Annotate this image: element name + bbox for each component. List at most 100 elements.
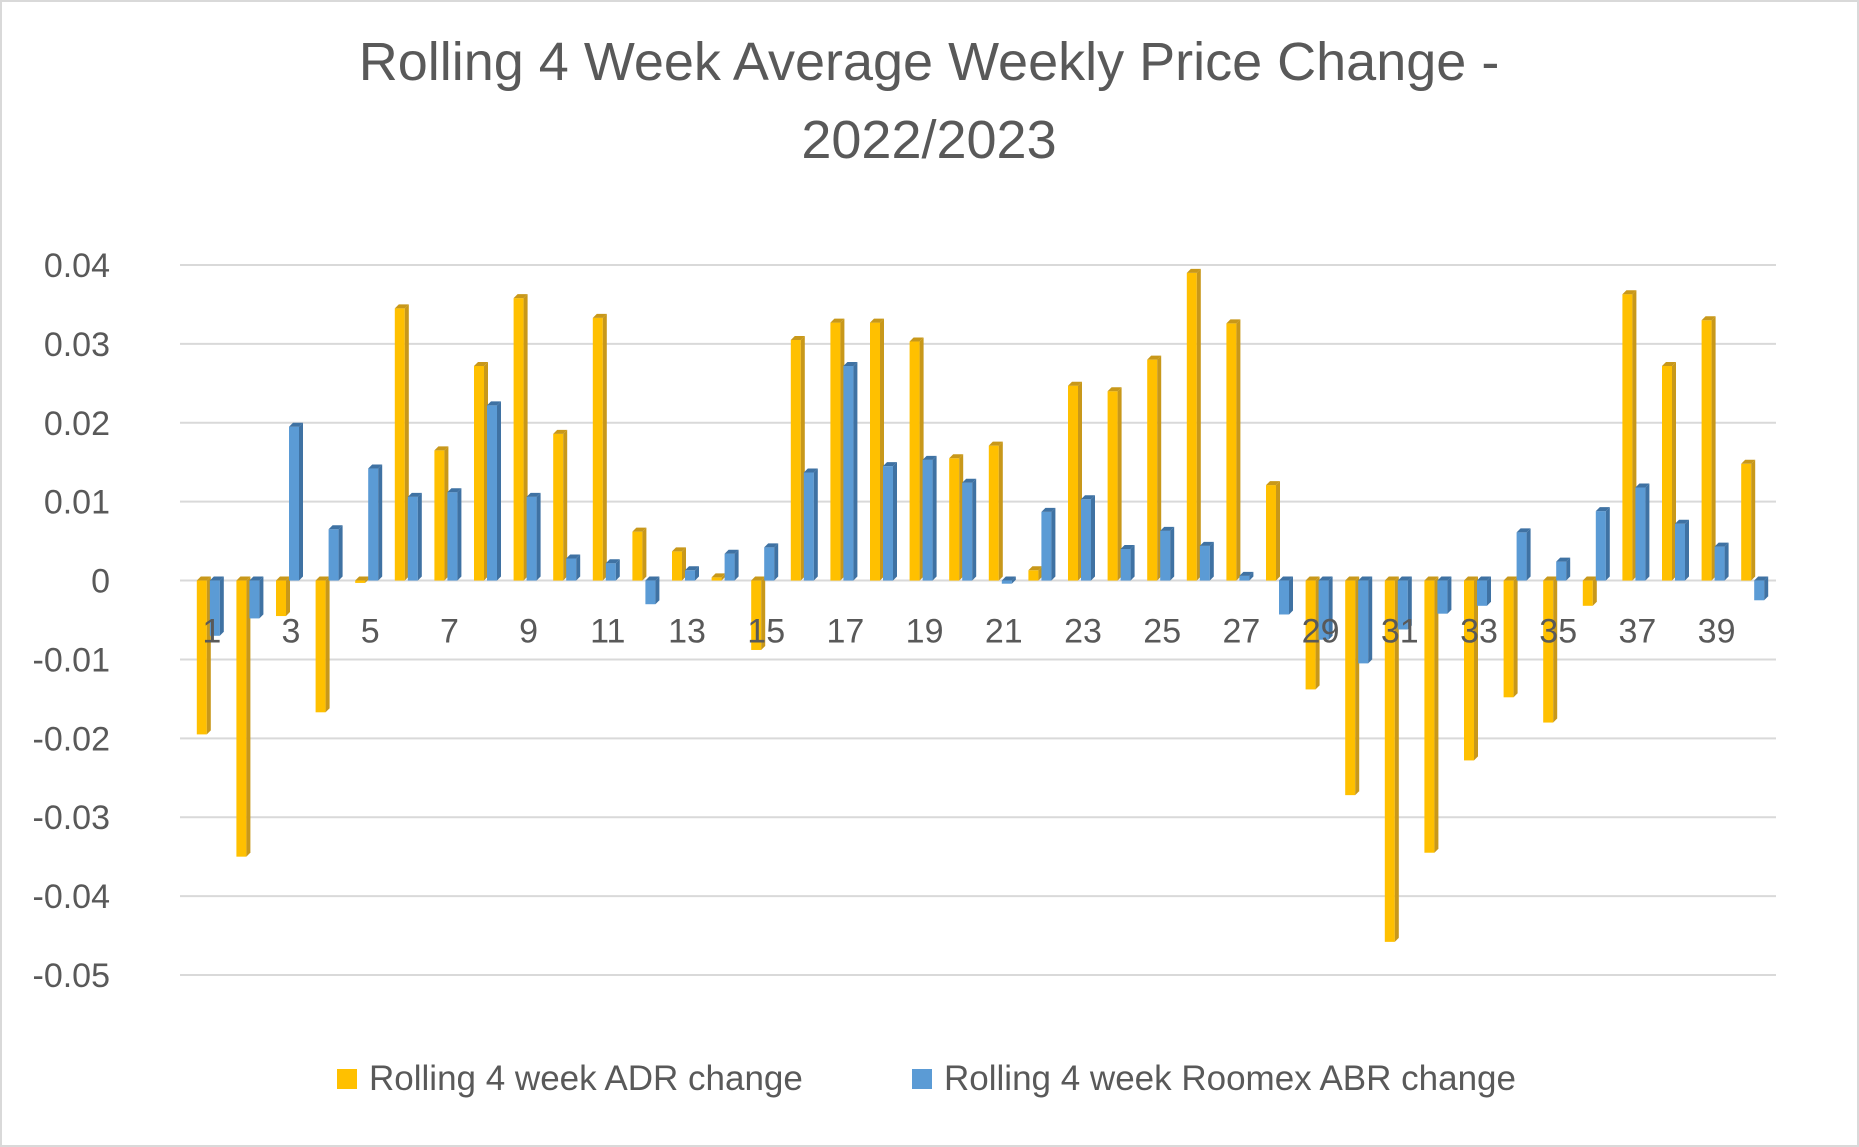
x-axis-tick-labels: 1 3 5 7 9 11 13 15 17 19 21 23 25 27 29 31 33 35 37 39 <box>202 613 1735 651</box>
bar-roomex-abr <box>368 464 383 581</box>
bar-roomex-abr <box>1318 576 1333 640</box>
bar-front <box>289 426 299 581</box>
bar-adr <box>1107 387 1122 581</box>
bar-top <box>1384 576 1399 581</box>
bar-side <box>1236 319 1241 581</box>
y-tick-label: -0.02 <box>33 720 111 758</box>
y-tick-label: -0.01 <box>33 641 111 679</box>
bar-side <box>1447 576 1452 614</box>
bar-top <box>1226 319 1241 324</box>
bar-top <box>988 441 1003 446</box>
bar-top <box>1714 542 1729 547</box>
bar-adr <box>236 576 251 857</box>
bar-front <box>1239 575 1250 581</box>
bar-front <box>1068 385 1078 581</box>
bar-roomex-abr <box>685 566 699 581</box>
x-tick-label: 29 <box>1302 613 1340 651</box>
bar-front <box>988 445 999 581</box>
x-tick-label: 1 <box>202 613 221 651</box>
bar-top <box>605 559 620 564</box>
bar-top <box>526 492 541 497</box>
bar-adr <box>1028 566 1043 581</box>
y-tick-label: 0.02 <box>44 405 110 443</box>
bar-adr <box>553 429 568 581</box>
bar-top <box>843 361 858 366</box>
bar-front <box>909 341 920 581</box>
bar-front <box>592 317 603 581</box>
bar-front <box>685 570 695 581</box>
bar-top <box>1120 545 1135 549</box>
bar-side <box>655 576 660 605</box>
bar-side <box>615 559 620 581</box>
bar-side <box>1553 576 1558 723</box>
bar-front <box>236 580 247 857</box>
y-axis-tick-labels: 0.04 0.03 0.02 0.01 0 -0.01 -0.02 -0.03 -0.04 -0.… <box>33 247 111 995</box>
bar-front <box>394 308 405 581</box>
bar-top <box>1266 481 1280 486</box>
bar-top <box>883 462 897 467</box>
bar-front <box>1595 511 1606 581</box>
bar-roomex-abr <box>1001 576 1016 584</box>
legend-label-adr: Rolling 4 week ADR change <box>369 1059 803 1098</box>
x-tick-label: 5 <box>361 613 380 651</box>
bar-top <box>289 422 303 427</box>
bar-roomex-abr <box>289 422 303 581</box>
bar-front <box>487 405 497 581</box>
x-tick-label: 21 <box>985 613 1023 651</box>
bar-side <box>417 492 422 581</box>
bar-adr <box>751 576 766 650</box>
bar-roomex-abr <box>1081 495 1095 581</box>
bar-side <box>761 576 766 650</box>
bar-roomex-abr <box>1754 576 1769 601</box>
bar-side <box>338 525 343 581</box>
bar-top <box>1635 483 1650 488</box>
bar-top <box>1147 355 1162 360</box>
bar-adr <box>949 454 964 581</box>
bar-side <box>853 361 858 581</box>
legend-swatch-adr <box>337 1069 357 1089</box>
bar-adr <box>355 576 370 583</box>
bar-top <box>1543 576 1558 581</box>
bar-top <box>949 454 964 459</box>
bar-front <box>1675 523 1685 581</box>
bar-front <box>949 458 960 581</box>
bar-side <box>1592 576 1597 606</box>
bar-adr <box>1741 459 1756 581</box>
bar-side <box>1394 576 1399 942</box>
bar-adr <box>830 318 845 581</box>
bar-top <box>922 455 937 460</box>
bar-side <box>1249 571 1254 581</box>
bar-side <box>1487 576 1491 606</box>
bar-roomex-abr <box>1358 576 1373 664</box>
bar-front <box>1741 463 1752 581</box>
bar-adr <box>988 441 1003 581</box>
bar-side <box>1289 576 1293 615</box>
x-tick-label: 23 <box>1064 613 1102 651</box>
bar-roomex-abr <box>1477 576 1491 606</box>
bar-side <box>1276 481 1280 581</box>
bar-top <box>1318 576 1333 581</box>
bar-top <box>803 468 818 473</box>
bar-front <box>1582 580 1593 606</box>
bar-side <box>1407 576 1412 630</box>
bar-side <box>774 543 779 581</box>
bar-front <box>645 580 656 605</box>
bar-top <box>1345 576 1360 581</box>
bar-side <box>299 422 303 581</box>
bar-front <box>1358 580 1369 664</box>
bar-side <box>1724 542 1729 581</box>
bar-roomex-abr <box>526 492 541 581</box>
x-tick-label: 19 <box>906 613 944 651</box>
bar-front <box>724 553 735 581</box>
bar-side <box>734 549 739 581</box>
bar-top <box>1437 576 1452 581</box>
bar-adr <box>1662 361 1676 581</box>
bar-front <box>1437 580 1448 614</box>
chart-title-line-1: Rolling 4 Week Average Weekly Price Chan… <box>359 32 1500 92</box>
bar-front <box>883 466 893 581</box>
bar-side <box>286 576 290 617</box>
x-tick-label: 25 <box>1143 613 1181 651</box>
bar-front <box>1503 580 1514 698</box>
bar-front <box>1001 580 1012 584</box>
bar-side <box>1526 528 1531 581</box>
